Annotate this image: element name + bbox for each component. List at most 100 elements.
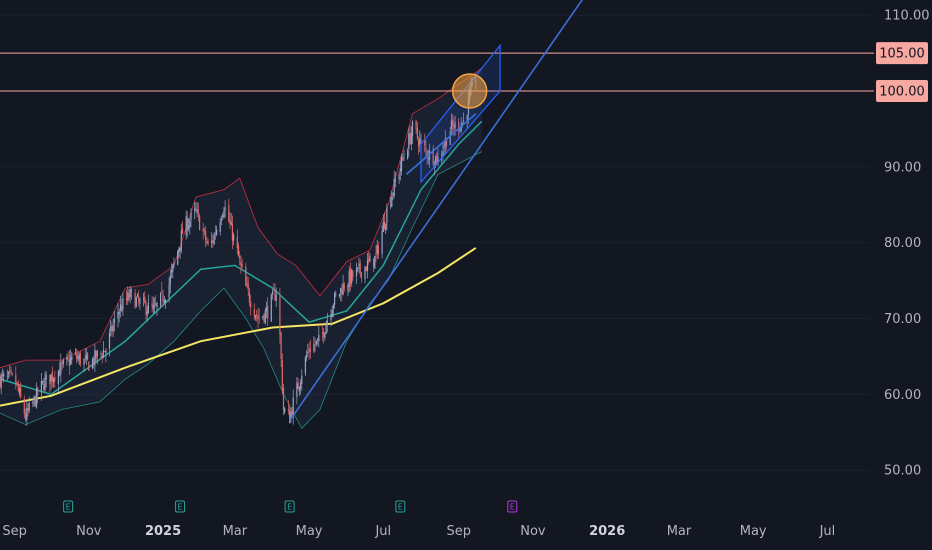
highlight-circle[interactable] — [451, 73, 488, 109]
earnings-marker[interactable] — [284, 500, 295, 513]
candle-body — [326, 320, 328, 325]
candle-body — [368, 258, 370, 261]
candle-body — [297, 382, 299, 389]
trend-line[interactable] — [288, 0, 625, 422]
candlestick-series — [0, 73, 477, 426]
candle-body — [177, 250, 179, 265]
candle-body — [229, 220, 231, 224]
candle-body — [402, 158, 404, 160]
candle-body — [281, 359, 283, 391]
price-tick-label: 50.00 — [884, 464, 921, 479]
candle-body — [15, 374, 17, 385]
candle-body — [270, 294, 272, 322]
horizontal-levels[interactable] — [0, 52, 874, 92]
candle-body — [420, 139, 422, 141]
candle-body — [164, 299, 167, 304]
candle-body — [441, 154, 443, 156]
candle-body — [435, 156, 437, 165]
candle-body — [152, 305, 154, 309]
ma-line — [0, 247, 477, 407]
candle-body — [357, 267, 359, 269]
candle-body — [231, 223, 233, 241]
candle-body — [91, 358, 94, 369]
price-tick-label: 60.00 — [884, 388, 921, 403]
candle-body — [331, 309, 333, 317]
candle-body — [360, 272, 362, 278]
candle-body — [374, 255, 376, 269]
candle-body — [105, 350, 107, 354]
price-level-badge[interactable] — [876, 42, 928, 65]
candle-body — [432, 148, 434, 165]
earnings-marker[interactable] — [507, 500, 518, 513]
candle-body — [314, 344, 316, 346]
candle-body — [301, 375, 303, 384]
trend-line[interactable] — [405, 113, 477, 175]
price-axis[interactable]: 110.00 105.00 100.00 90.00 80.00 70.00 60.00 50… — [876, 9, 930, 479]
candle-body — [393, 178, 395, 196]
candle-body — [247, 282, 249, 291]
candle-body — [34, 396, 36, 406]
candle-body — [118, 311, 120, 315]
candle-body — [383, 221, 386, 229]
candle-body — [102, 350, 104, 358]
candle-body — [366, 260, 369, 271]
time-axis[interactable]: Sep Nov 2025 Mar May Jul Sep Nov 2026 Mar May Jul — [2, 524, 835, 539]
candle-body — [144, 296, 146, 303]
candle-body — [348, 271, 350, 287]
candle-body — [382, 222, 384, 232]
candle-body — [436, 153, 438, 164]
drawing-tools[interactable] — [288, 0, 625, 422]
bollinger-upper-line — [0, 67, 483, 369]
candle-body — [369, 256, 371, 262]
candle-body — [199, 215, 201, 231]
candle-body — [460, 123, 462, 132]
candle-body — [216, 229, 218, 235]
time-tick-label: Nov — [76, 524, 102, 539]
earnings-marker[interactable] — [395, 500, 406, 513]
candle-body — [111, 326, 113, 333]
candle-body — [453, 124, 455, 130]
candle-body — [253, 309, 255, 317]
candle-body — [197, 209, 199, 214]
candle-body — [43, 383, 45, 390]
candle-body — [308, 348, 310, 352]
candle-body — [313, 344, 315, 352]
price-tick-label: 110.00 — [884, 9, 930, 24]
candle-body — [386, 207, 388, 223]
candle-body — [16, 382, 18, 384]
candle-body — [411, 121, 414, 137]
earnings-marker[interactable] — [175, 500, 186, 513]
candle-body — [32, 401, 34, 404]
candle-body — [442, 150, 444, 158]
candle-body — [128, 294, 130, 299]
candle-body — [437, 156, 439, 165]
candle-body — [220, 219, 223, 221]
candle-body — [410, 133, 412, 145]
candle-body — [240, 261, 242, 265]
earnings-marker[interactable] — [63, 500, 74, 513]
price-level-badge[interactable] — [876, 79, 928, 102]
candle-body — [392, 193, 394, 195]
candle-body — [195, 209, 197, 210]
time-tick-label: May — [740, 524, 767, 539]
candle-body — [426, 150, 428, 158]
candle-body — [290, 411, 292, 422]
candle-body — [228, 204, 230, 222]
candle-body — [459, 129, 461, 130]
candle-body — [207, 241, 209, 244]
candle-body — [178, 248, 180, 252]
candle-body — [416, 127, 418, 139]
candle-body — [145, 302, 147, 315]
candle-body — [433, 164, 435, 167]
candle-body — [318, 334, 320, 342]
candle-body — [112, 324, 114, 331]
candle-body — [18, 389, 21, 394]
candle-body — [94, 350, 96, 366]
candle-body — [296, 383, 298, 397]
candle-body — [151, 303, 153, 307]
candle-body — [307, 351, 309, 354]
candle-body — [54, 377, 56, 382]
earnings-marker-label: E — [178, 503, 183, 512]
